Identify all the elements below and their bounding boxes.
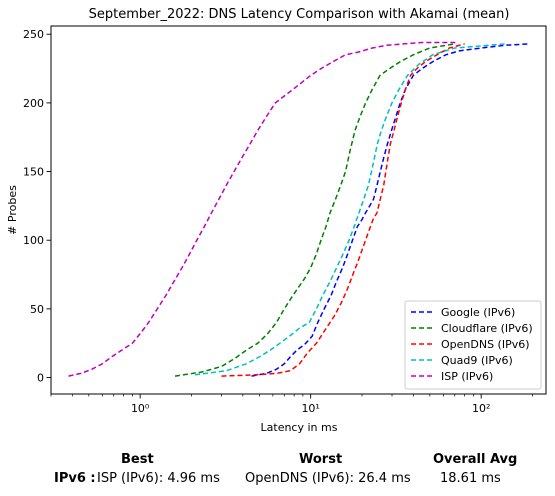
series-line-2 (221, 43, 465, 377)
plot-area (68, 41, 529, 377)
series-line-0 (251, 43, 529, 377)
legend-entry: Cloudflare (IPv6) (441, 322, 533, 335)
y-tick-label: 150 (23, 166, 44, 179)
legend: Google (IPv6) Cloudflare (IPv6) OpenDNS (I… (404, 300, 542, 390)
latency-chart: September_2022: DNS Latency Comparison w… (6, 7, 547, 434)
y-tick-label: 0 (37, 372, 44, 385)
x-tick-label: 10⁰ (131, 402, 150, 415)
y-tick-label: 100 (23, 234, 44, 247)
best-value: ISP (IPv6): 4.96 ms (97, 471, 220, 486)
y-tick-label: 200 (23, 97, 44, 110)
x-tick-label: 10² (472, 402, 490, 415)
y-axis-label: # Probes (6, 185, 19, 235)
overall-avg-value: 18.61 ms (440, 471, 501, 486)
legend-entry: Quad9 (IPv6) (441, 354, 513, 367)
series-line-1 (174, 43, 455, 377)
x-axis-label: Latency in ms (261, 421, 338, 434)
legend-entry: OpenDNS (IPv6) (441, 338, 530, 351)
series-line-4 (68, 41, 457, 377)
chart-title: September_2022: DNS Latency Comparison w… (89, 7, 510, 22)
series-line-3 (195, 43, 507, 376)
legend-entry: Google (IPv6) (441, 306, 515, 319)
x-tick-label: 10¹ (301, 402, 319, 415)
worst-heading: Worst (299, 452, 343, 467)
legend-box (404, 300, 542, 390)
legend-entry: ISP (IPv6) (441, 370, 493, 383)
y-tick-label: 250 (23, 28, 44, 41)
plot-frame (50, 25, 547, 395)
axes: 10⁰ 10¹ 10² 0 50 100 150 200 250 (23, 25, 547, 415)
worst-value: OpenDNS (IPv6): 26.4 ms (245, 471, 411, 486)
best-heading: Best (121, 452, 154, 467)
y-tick-label: 50 (30, 303, 44, 316)
overall-avg-heading: Overall Avg (433, 452, 518, 467)
ipv6-row-label: IPv6 : (54, 471, 96, 486)
